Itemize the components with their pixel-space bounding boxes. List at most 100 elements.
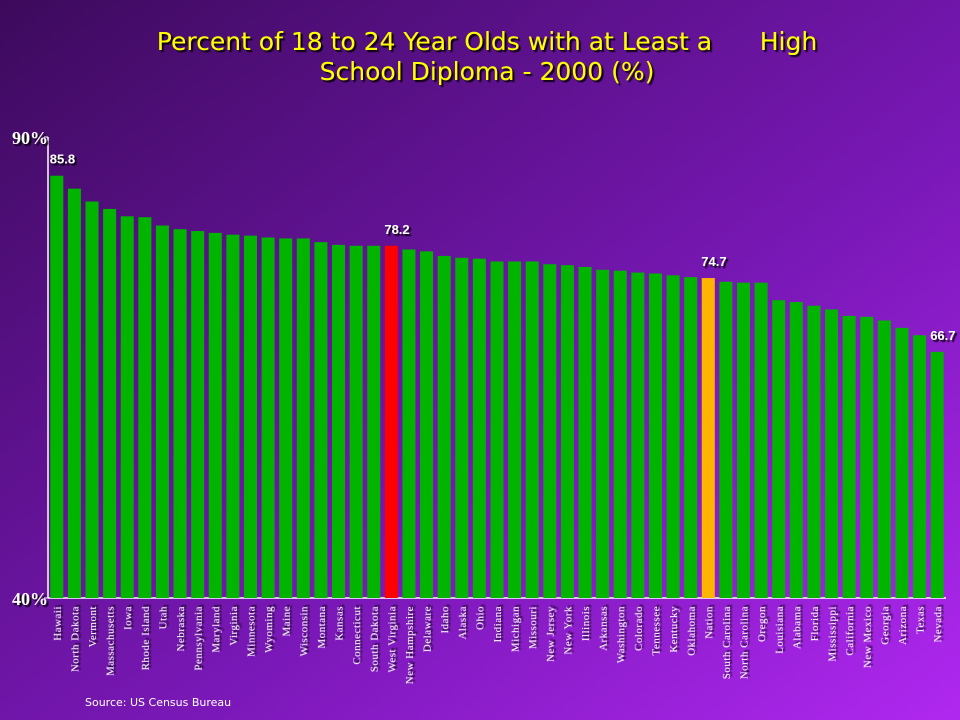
x-tick-label: Virginia (228, 606, 240, 646)
x-tick-label: Georgia (879, 606, 891, 645)
bar (50, 175, 64, 598)
bar (631, 272, 645, 598)
x-tick-label: Oregon (756, 606, 768, 642)
x-tick-label: Missouri (527, 606, 539, 649)
x-tick-label: New Mexico (862, 606, 874, 668)
x-tick-label: Nebraska (175, 606, 187, 652)
bar (155, 225, 169, 598)
bar (208, 232, 222, 598)
value-label: 66.7 (930, 328, 955, 343)
x-tick-label: Maryland (210, 606, 222, 653)
x-tick-label: Minnesota (245, 606, 257, 657)
x-tick-label: California (844, 606, 856, 656)
bar (543, 264, 557, 598)
bar (560, 265, 574, 598)
bar (349, 245, 363, 598)
chart-title: Percent of 18 to 24 Year Olds with at Le… (157, 27, 817, 56)
x-tick-label: Nevada (932, 606, 944, 643)
x-tick-label: Tennessee (650, 606, 662, 656)
bar (754, 282, 768, 598)
x-tick-label: Mississippi (827, 606, 839, 662)
x-tick-label: West Virginia (386, 606, 398, 673)
x-tick-label: Colorado (633, 606, 645, 651)
x-tick-label: New Hampshire (404, 606, 416, 684)
bar (261, 237, 275, 599)
y-tick-label: 90% (12, 128, 48, 148)
x-tick-label: Oklahoma (686, 606, 698, 656)
bar (807, 305, 821, 598)
source-note: Source: US Census Bureau (85, 696, 231, 709)
x-tick-label: South Carolina (721, 606, 733, 679)
bar (472, 258, 486, 598)
bar (455, 257, 469, 598)
x-tick-label: Wyoming (263, 606, 275, 653)
x-tick-label: Florida (809, 606, 821, 641)
x-tick-label: Hawaii (52, 606, 64, 641)
x-tick-label: Vermont (87, 606, 99, 647)
x-tick-label: Michigan (510, 606, 522, 652)
bar (332, 244, 346, 598)
bar (613, 270, 627, 598)
bar (367, 245, 381, 598)
bar (279, 238, 293, 599)
bar (525, 261, 539, 598)
bar (789, 302, 803, 598)
x-tick-label: Maine (281, 606, 293, 637)
x-tick-label: Wisconsin (298, 606, 310, 657)
x-tick-label: North Carolina (739, 606, 751, 679)
bar (719, 281, 733, 598)
x-tick-label: Idaho (439, 606, 451, 634)
x-tick-label: Rhode Island (140, 606, 152, 670)
bar (772, 300, 786, 598)
bar (191, 231, 205, 598)
bar (103, 208, 117, 598)
bar (243, 235, 258, 599)
x-tick-label: Arizona (897, 606, 909, 645)
bar (120, 216, 134, 599)
value-label: 74.7 (701, 254, 726, 269)
bar (684, 277, 698, 598)
bar (578, 267, 592, 598)
x-tick-label: Alabama (791, 606, 803, 649)
x-tick-label: Texas (915, 606, 927, 634)
bar (67, 188, 81, 598)
bar (226, 234, 240, 598)
bar (913, 335, 927, 598)
x-tick-label: New Jersey (545, 606, 557, 662)
chart-title: School Diploma - 2000 (%) (320, 57, 655, 86)
value-label: 78.2 (384, 222, 409, 237)
x-tick-label: Montana (316, 606, 328, 649)
x-tick-label: Utah (157, 606, 169, 629)
bar (85, 201, 99, 599)
bar (296, 238, 310, 599)
x-tick-label: Pennsylvania (193, 606, 205, 671)
bar (842, 315, 856, 598)
x-tick-label: Connecticut (351, 606, 363, 665)
bar (825, 309, 839, 598)
bar (173, 229, 187, 598)
bar (402, 249, 416, 598)
bar (437, 255, 451, 599)
x-tick-label: South Dakota (369, 606, 381, 672)
x-tick-label: Alaska (457, 606, 469, 640)
x-tick-label: Massachusetts (105, 606, 117, 676)
y-tick-label: 40% (12, 589, 48, 609)
x-tick-label: New York (562, 606, 574, 655)
bar (736, 282, 751, 598)
x-tick-label: Washington (615, 606, 627, 663)
bar (138, 217, 152, 599)
x-tick-label: Iowa (122, 606, 134, 630)
x-tick-label: Illinois (580, 606, 592, 641)
bar (596, 269, 610, 598)
bar (895, 327, 909, 598)
x-tick-label: Indiana (492, 606, 504, 642)
bar (648, 273, 662, 598)
bar (930, 351, 944, 598)
value-label: 85.8 (50, 152, 75, 167)
x-tick-label: North Dakota (69, 606, 81, 672)
bar (314, 242, 328, 598)
bar (666, 275, 680, 598)
x-tick-label: Nation (703, 606, 715, 639)
x-tick-label: Louisiana (774, 606, 786, 654)
